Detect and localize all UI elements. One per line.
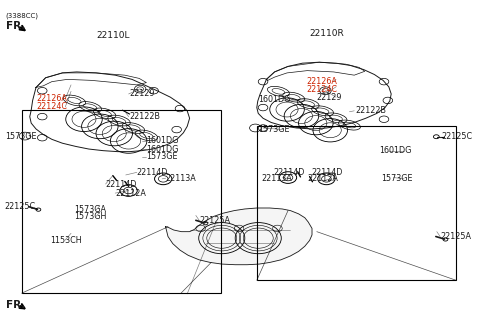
Text: 1601DG: 1601DG (146, 136, 179, 145)
Text: 1153CH: 1153CH (50, 236, 82, 245)
Polygon shape (166, 208, 312, 265)
Text: 1601DG: 1601DG (379, 146, 411, 155)
Text: 22125A: 22125A (199, 216, 230, 225)
Text: 1573GE: 1573GE (5, 132, 36, 141)
Text: 1601DG: 1601DG (146, 145, 179, 154)
Text: 22114D: 22114D (274, 168, 305, 177)
Text: 22113A: 22113A (166, 174, 196, 183)
Text: 22129: 22129 (317, 93, 342, 102)
Text: 22112A: 22112A (307, 174, 338, 183)
Text: 22110R: 22110R (309, 29, 344, 38)
Text: 22124C: 22124C (36, 102, 67, 111)
Text: 22124C: 22124C (306, 85, 337, 94)
Text: 22114D: 22114D (106, 179, 137, 189)
Text: 1573GA: 1573GA (74, 205, 107, 214)
Text: 1573GE: 1573GE (146, 152, 178, 161)
Text: 22126A: 22126A (306, 77, 337, 86)
Bar (22, 110, 221, 293)
Text: (3388CC): (3388CC) (6, 13, 39, 19)
Text: 1601DG: 1601DG (258, 95, 290, 104)
Bar (257, 126, 456, 280)
Text: 22122B: 22122B (355, 106, 386, 115)
Text: FR.: FR. (6, 300, 25, 310)
Text: 22114D: 22114D (137, 168, 168, 177)
Text: 22122B: 22122B (130, 112, 161, 121)
Text: 22125C: 22125C (5, 202, 36, 211)
Text: 1573GE: 1573GE (382, 174, 413, 183)
Text: 22112A: 22112A (115, 189, 146, 198)
Text: 22125A: 22125A (440, 232, 471, 241)
Text: 22126A: 22126A (36, 94, 67, 103)
Text: 22125C: 22125C (442, 132, 473, 141)
Text: 22110L: 22110L (96, 30, 130, 40)
Text: 1573GH: 1573GH (74, 212, 107, 221)
Text: FR.: FR. (6, 21, 25, 31)
Text: 22114D: 22114D (311, 168, 342, 177)
Text: 22129: 22129 (130, 89, 155, 98)
Text: 22113A: 22113A (262, 174, 292, 183)
Text: 1573GE: 1573GE (258, 125, 290, 134)
